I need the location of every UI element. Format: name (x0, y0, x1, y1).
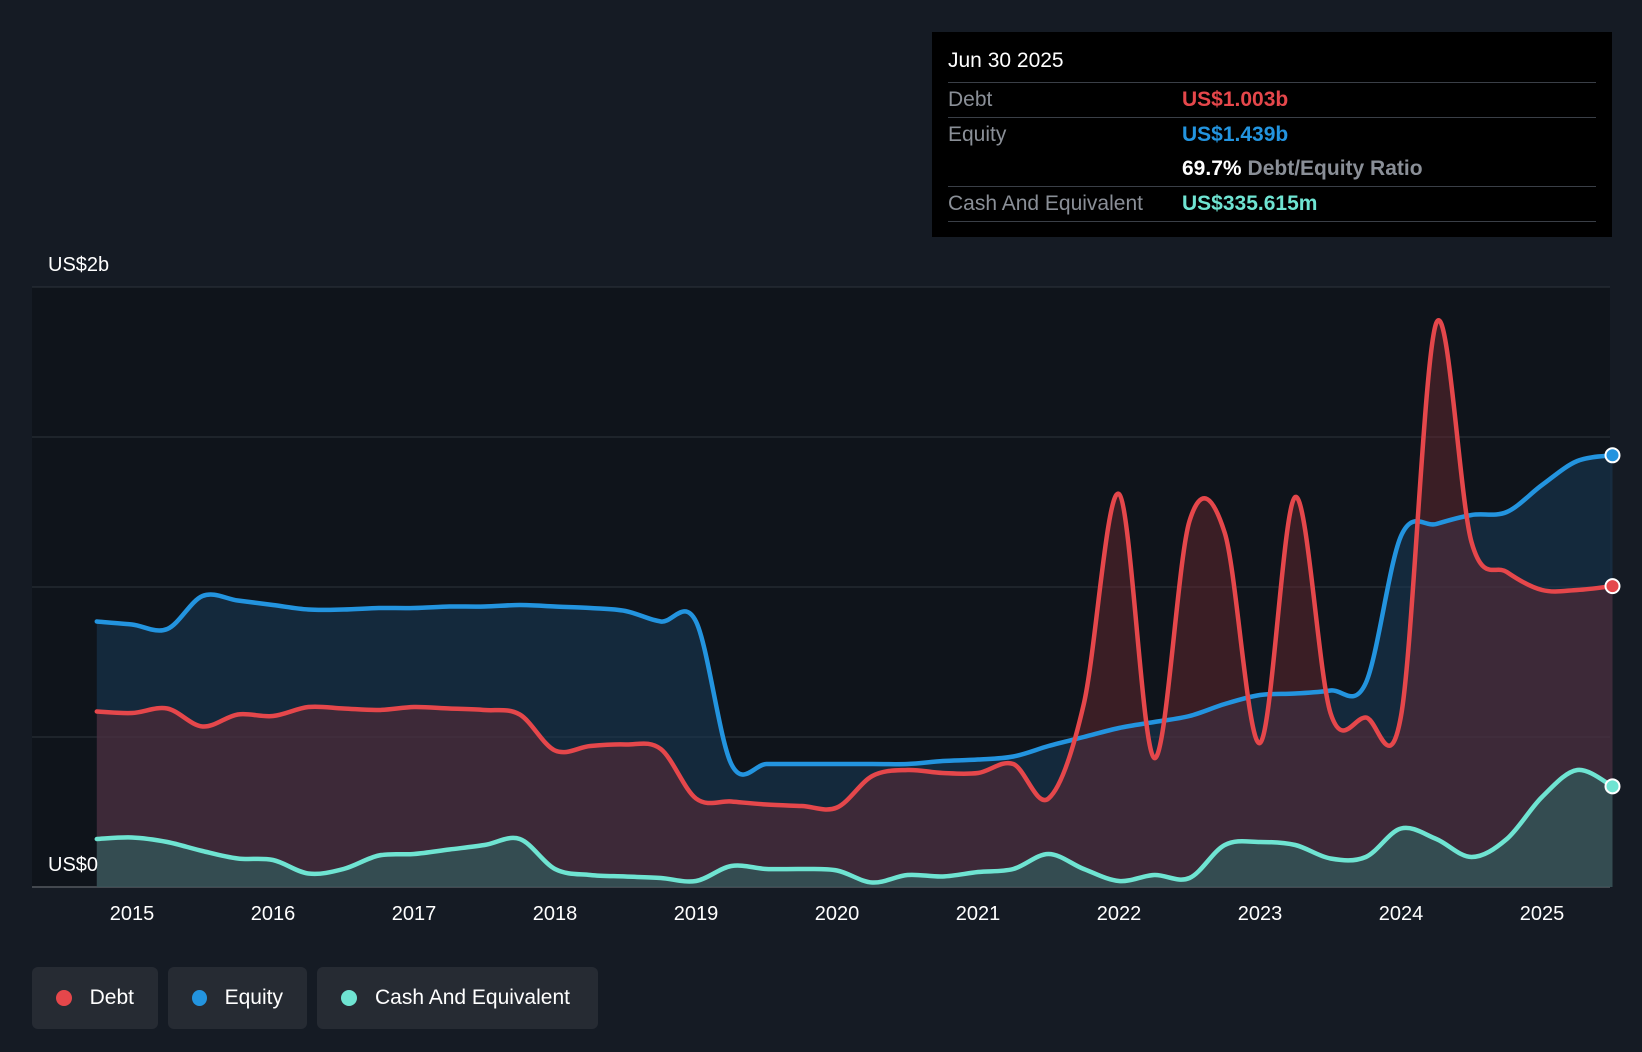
x-tick-label-2024: 2024 (1379, 903, 1424, 925)
tooltip-debt-label: Debt (948, 88, 993, 111)
legend-label-equity: Equity (224, 986, 283, 1009)
x-tick-label-2017: 2017 (392, 903, 437, 925)
legend-dot-equity-icon (192, 990, 207, 1006)
tooltip-ratio-row: 69.7% Debt/Equity Ratio (948, 152, 1596, 187)
tooltip-cash-label: Cash And Equivalent (948, 192, 1143, 215)
tooltip-ratio-spacer (948, 152, 1182, 186)
line-layer (94, 317, 1615, 885)
debt-area (96, 320, 1613, 887)
legend-dot-debt-icon (56, 990, 72, 1006)
tooltip-cash-value: US$335.615m (1182, 192, 1318, 215)
legend-label-cash: Cash And Equivalent (375, 986, 570, 1009)
legend-dot-cash-icon (341, 990, 357, 1006)
tooltip-date: Jun 30 2025 (948, 46, 1596, 83)
x-tick-label-2022: 2022 (1097, 903, 1142, 925)
tooltip-equity-label: Equity (948, 123, 1007, 146)
x-tick-label-2018: 2018 (533, 903, 578, 925)
legend-label-debt: Debt (89, 986, 134, 1009)
x-tick-label-2023: 2023 (1238, 903, 1283, 925)
tooltip-equity-row: Equity US$1.439b (948, 118, 1596, 152)
tooltip-ratio-value: 69.7% (1182, 157, 1242, 180)
x-tick-label-2025: 2025 (1520, 903, 1565, 925)
tooltip-panel: Jun 30 2025 Debt US$1.003b Equity US$1.4… (932, 32, 1612, 237)
y-tick-label-2: US$2b (48, 254, 109, 276)
x-tick-label-2019: 2019 (674, 903, 719, 925)
cash-area (96, 769, 1613, 887)
tooltip-ratio-label: Debt/Equity Ratio (1247, 157, 1423, 180)
area-layer (96, 320, 1613, 887)
equity-end-marker (1604, 447, 1621, 464)
x-tick-label-2020: 2020 (815, 903, 860, 925)
marker-layer (1604, 447, 1621, 795)
y-tick-label-0: US$0 (48, 854, 98, 876)
equity-area (96, 455, 1613, 887)
tooltip-debt-value: US$1.003b (1182, 88, 1289, 111)
label-layer: 2015 2016 2017 2018 2019 2020 2021 2022 2023 2024… (48, 254, 1564, 925)
cash-line (94, 767, 1615, 885)
debt-end-marker (1604, 578, 1621, 595)
equity-line (94, 453, 1615, 777)
debt-line (94, 317, 1615, 812)
tooltip-cash-row: Cash And Equivalent US$335.615m (948, 187, 1596, 222)
legend: Debt Equity Cash And Equivalent (32, 967, 598, 1029)
x-tick-label-2015: 2015 (110, 903, 155, 925)
x-tick-label-2016: 2016 (251, 903, 296, 925)
legend-item-cash[interactable]: Cash And Equivalent (317, 967, 598, 1029)
tooltip-debt-row: Debt US$1.003b (948, 83, 1596, 118)
x-tick-label-2021: 2021 (956, 903, 1001, 925)
legend-item-equity[interactable]: Equity (168, 967, 307, 1029)
legend-item-debt[interactable]: Debt (32, 967, 158, 1029)
cash-end-marker (1604, 778, 1621, 795)
tooltip-equity-value: US$1.439b (1182, 123, 1289, 146)
